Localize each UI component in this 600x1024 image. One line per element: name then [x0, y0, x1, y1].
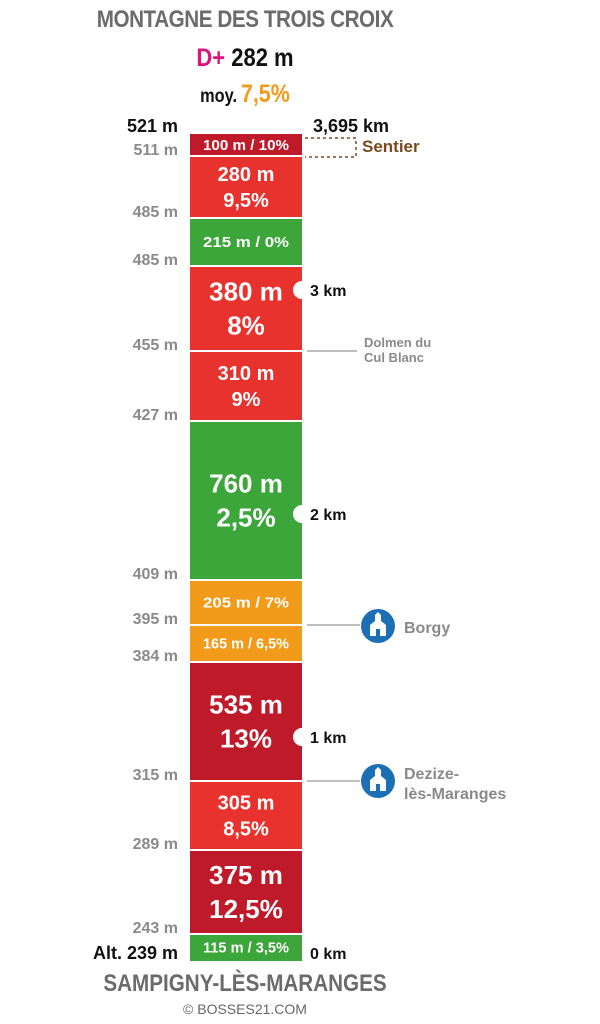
segment-grade-label: 8% — [227, 311, 265, 341]
village-label: Borgy — [404, 620, 450, 637]
altitude-label: 409 m — [133, 566, 178, 583]
segment-bar — [190, 156, 302, 218]
altitude-label: 485 m — [133, 252, 178, 269]
total-distance: 3,695 km — [313, 116, 389, 136]
segment-bar — [190, 266, 302, 351]
village-label: Dezize- — [404, 766, 459, 783]
segment-bar — [190, 580, 302, 625]
segment-bar — [190, 781, 302, 850]
km-marker: 1 km — [310, 730, 346, 747]
trail-annotation: Sentier — [362, 137, 420, 156]
segment-length-label: 535 m — [209, 690, 283, 720]
segment-bar — [190, 934, 302, 961]
segment-bar — [190, 625, 302, 662]
segment-bar — [190, 218, 302, 266]
segment-bar — [190, 134, 302, 156]
segment-label: 215 m / 0% — [203, 234, 289, 251]
segment-bar — [190, 351, 302, 421]
segment-label: 100 m / 10% — [203, 137, 289, 154]
summit-altitude: 521 m — [127, 116, 178, 136]
segment-grade-label: 8,5% — [223, 819, 269, 841]
segment-bar — [190, 421, 302, 580]
altitude-label: 455 m — [133, 337, 178, 354]
church-icon — [376, 629, 380, 636]
elevation-gain-label: D+ — [196, 44, 226, 72]
altitude-label: 485 m — [133, 204, 178, 221]
altitude-label: 395 m — [133, 611, 178, 628]
km-marker: 0 km — [310, 946, 346, 963]
climb-title: MONTAGNE DES TROIS CROIX — [96, 6, 394, 33]
altitude-label: 315 m — [133, 767, 178, 784]
landmark-label: Cul Blanc — [364, 350, 424, 365]
segment-label: 115 m / 3,5% — [203, 940, 289, 957]
elevation-gain-value: 282 m — [231, 44, 294, 72]
segment-grade-label: 9% — [232, 389, 261, 411]
altitude-label: 511 m — [134, 142, 178, 159]
segment-length-label: 305 m — [218, 793, 275, 815]
church-icon — [370, 612, 386, 636]
start-location: SAMPIGNY-LÈS-MARANGES — [103, 970, 387, 997]
segment-length-label: 760 m — [209, 469, 283, 499]
segment-grade-label: 13% — [220, 724, 272, 754]
altitude-label: 384 m — [133, 648, 178, 665]
church-icon — [376, 784, 380, 791]
altitude-label: 427 m — [133, 407, 178, 424]
base-altitude: Alt. 239 m — [93, 943, 178, 963]
segment-grade-label: 2,5% — [216, 503, 275, 533]
km-marker: 2 km — [310, 507, 346, 524]
segment-bar — [190, 850, 302, 934]
segment-length-label: 380 m — [209, 277, 283, 307]
km-notch — [293, 728, 311, 746]
segment-label: 165 m / 6,5% — [203, 636, 289, 653]
average-grade: moy. 7,5% — [34, 80, 455, 109]
altitude-label: 289 m — [133, 836, 178, 853]
segment-label: 205 m / 7% — [203, 595, 289, 612]
trail-bracket — [305, 137, 357, 158]
km-marker: 3 km — [310, 283, 346, 300]
km-notch — [293, 505, 311, 523]
segment-grade-label: 12,5% — [209, 894, 283, 924]
segment-length-label: 310 m — [218, 363, 275, 385]
church-icon — [370, 767, 386, 791]
average-grade-label: moy. — [200, 86, 238, 107]
landmark-label: Dolmen du — [364, 335, 431, 350]
segment-length-label: 280 m — [218, 164, 275, 186]
segment-grade-label: 9,5% — [223, 190, 269, 212]
altitude-label: 243 m — [133, 920, 178, 937]
average-grade-value: 7,5% — [240, 80, 290, 108]
segment-length-label: 375 m — [209, 860, 283, 890]
village-label: lès-Maranges — [404, 786, 506, 803]
credit: © BOSSES21.COM — [183, 1001, 307, 1017]
segment-bar — [190, 662, 302, 781]
elevation-gain: D+ 282 m — [29, 44, 460, 73]
km-notch — [293, 281, 311, 299]
